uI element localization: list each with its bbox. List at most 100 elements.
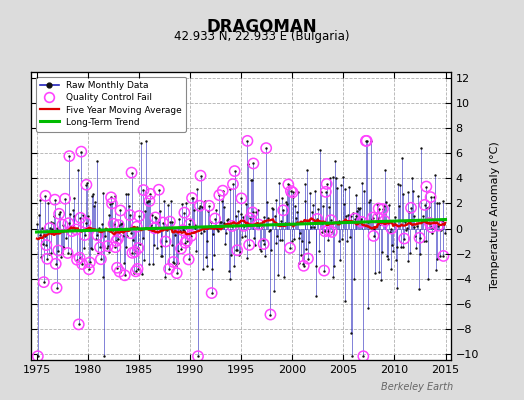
Point [221,241,230,247]
Point [231,168,239,174]
Point [275,180,283,186]
Point [138,235,147,241]
Point [55,211,63,217]
Point [274,271,282,278]
Point [299,261,307,267]
Point [392,284,401,291]
Point [256,246,265,252]
Point [189,195,197,201]
Point [433,256,442,262]
Point [265,228,273,234]
Point [43,256,51,262]
Point [35,212,43,218]
Point [111,244,119,250]
Point [244,160,253,167]
Point [257,248,265,254]
Point [85,266,93,272]
Point [339,174,347,180]
Point [321,228,329,234]
Point [249,160,258,167]
Point [190,224,199,231]
Point [78,261,86,267]
Point [398,155,406,161]
Point [217,198,226,205]
Point [413,222,421,229]
Point [148,211,156,218]
Point [73,256,81,263]
Point [180,210,189,216]
Point [349,210,357,216]
Point [416,251,424,257]
Point [371,270,379,277]
Point [280,273,288,280]
Point [288,238,296,244]
Point [138,271,146,278]
Point [224,268,233,274]
Point [151,214,160,221]
Legend: Raw Monthly Data, Quality Control Fail, Five Year Moving Average, Long-Term Tren: Raw Monthly Data, Quality Control Fail, … [36,76,186,132]
Point [103,245,111,252]
Point [427,224,435,230]
Point [81,232,89,238]
Point [52,284,61,291]
Point [297,252,305,258]
Point [254,221,263,228]
Point [133,266,141,272]
Point [284,181,292,188]
Point [85,259,94,266]
Point [146,191,155,197]
Point [418,218,427,225]
Point [428,230,436,236]
Point [163,226,171,233]
Point [79,212,87,218]
Point [333,185,341,191]
Point [74,167,82,173]
Point [402,225,411,231]
Point [72,226,80,233]
Point [41,193,50,199]
Point [204,208,212,214]
Point [72,226,80,233]
Point [246,215,254,222]
Point [167,242,176,248]
Point [139,187,148,193]
Point [42,242,50,248]
Point [208,290,216,296]
Point [112,238,121,244]
Point [325,204,333,210]
Point [341,298,349,304]
Point [81,232,89,238]
Point [243,138,252,144]
Point [336,256,344,263]
Point [77,148,85,155]
Point [206,222,214,229]
Point [434,222,442,229]
Point [243,138,252,144]
Point [420,202,429,208]
Point [249,160,258,167]
Point [149,242,158,248]
Point [298,238,306,244]
Point [321,228,329,234]
Point [145,198,154,204]
Point [34,353,42,360]
Point [319,203,328,210]
Point [398,244,407,250]
Point [96,244,104,250]
Point [216,218,224,225]
Point [343,238,351,244]
Point [262,145,270,151]
Point [131,248,139,255]
Point [213,226,221,232]
Point [393,243,401,250]
Point [101,233,110,240]
Point [292,215,300,222]
Point [354,205,363,212]
Point [422,183,431,190]
Point [179,227,187,233]
Point [228,223,236,229]
Point [40,233,49,239]
Point [322,181,331,187]
Point [97,256,105,262]
Point [117,221,126,228]
